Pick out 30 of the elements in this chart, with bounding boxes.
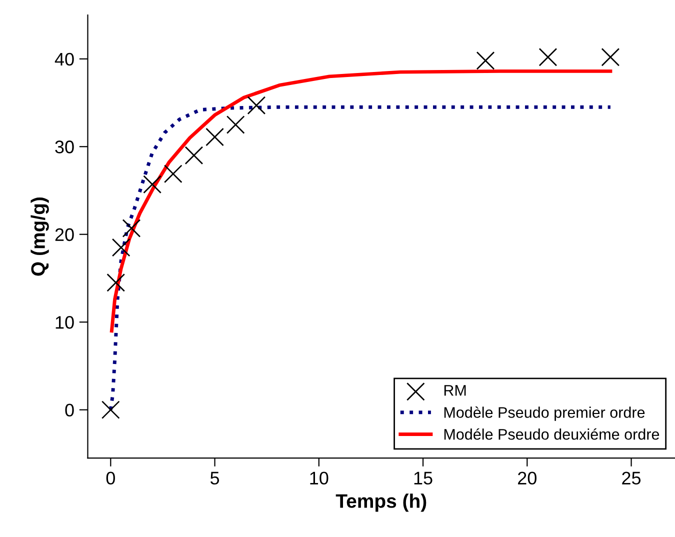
x-tick-label: 0 xyxy=(106,472,115,485)
point xyxy=(601,48,620,66)
point xyxy=(206,128,224,146)
point xyxy=(143,175,162,194)
x-tick-label: 15 xyxy=(414,472,432,485)
y-tick-label: 10 xyxy=(56,316,74,329)
legend-label: RM xyxy=(444,385,466,396)
point xyxy=(164,164,182,184)
y-tick-label: 30 xyxy=(55,140,74,154)
y-axis-title: Q (mg/g) xyxy=(30,198,49,276)
point xyxy=(112,238,130,257)
point xyxy=(122,219,141,238)
x-tick-label: 25 xyxy=(622,472,641,485)
line-series xyxy=(110,69,612,333)
y-tick-label: 20 xyxy=(55,228,74,242)
point xyxy=(247,96,266,115)
point xyxy=(184,146,204,165)
x-axis-title: Temps (h) xyxy=(336,494,426,512)
y-tick-label: 0 xyxy=(65,404,74,417)
legend-label: Modéle Pseudo deuxiéme ordre xyxy=(444,428,660,440)
x-tick-label: 20 xyxy=(518,472,536,485)
point xyxy=(101,400,120,420)
legend-label: Modèle Pseudo premier ordre xyxy=(444,406,645,421)
point xyxy=(226,115,245,134)
x-tick-label: 5 xyxy=(210,472,220,485)
y-tick-label: 40 xyxy=(54,52,74,66)
point xyxy=(106,273,126,292)
point xyxy=(538,48,558,66)
point xyxy=(476,51,495,70)
x-tick-label: 10 xyxy=(310,472,328,485)
